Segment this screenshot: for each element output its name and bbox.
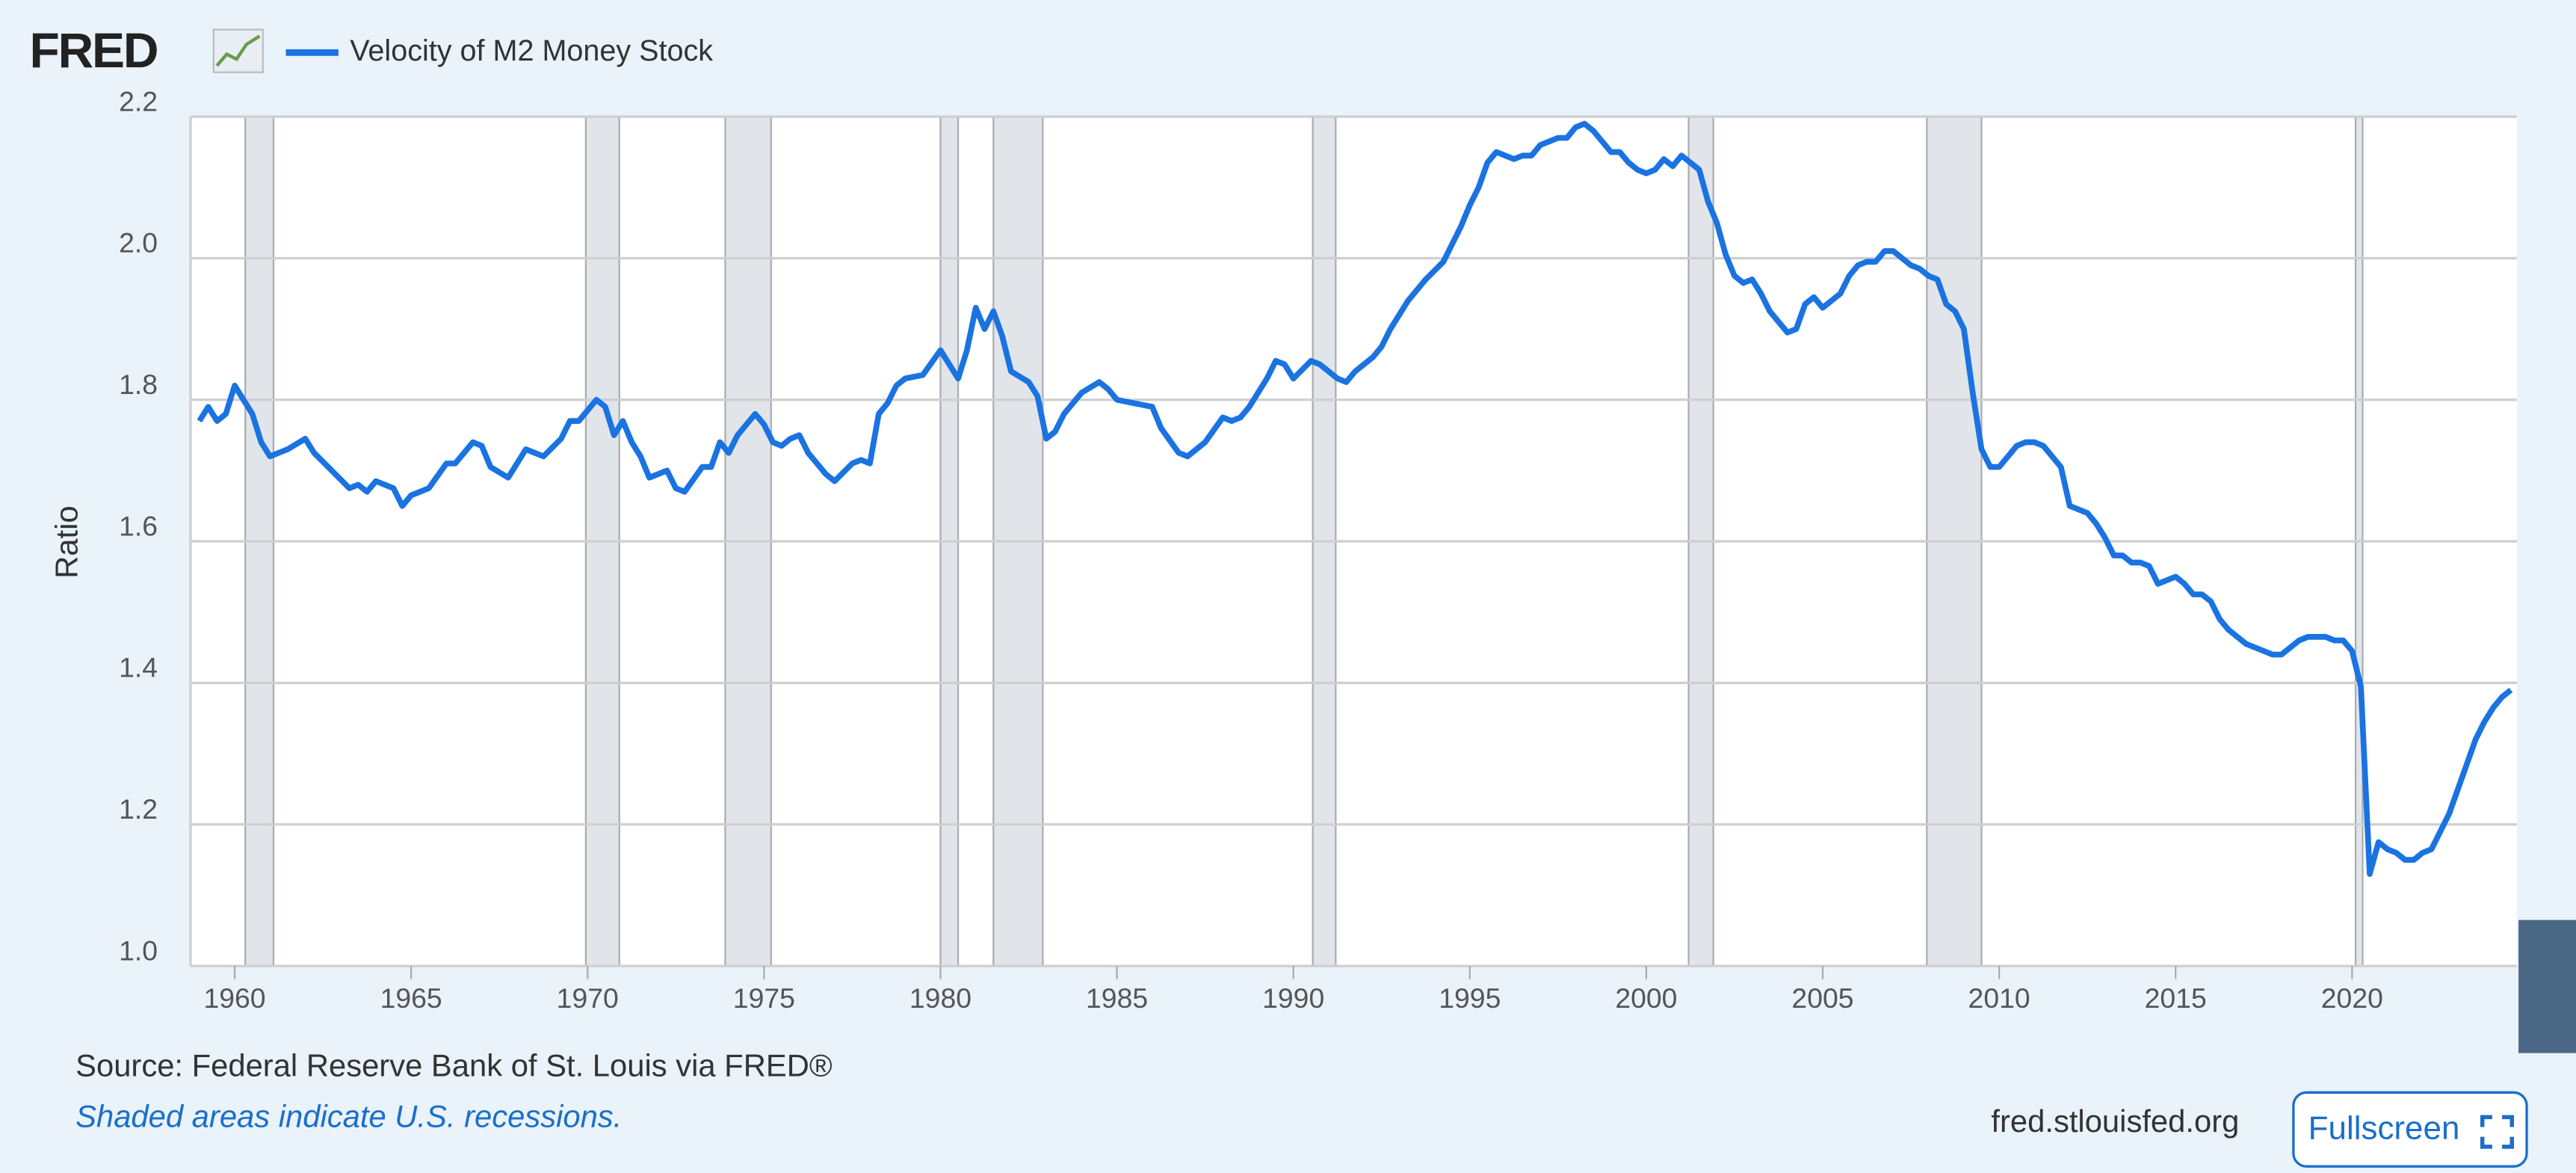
y-tick-label: 1.4 bbox=[119, 652, 158, 683]
button-icon[interactable] bbox=[2480, 1115, 2515, 1149]
y-tick-label: 1.6 bbox=[119, 510, 158, 541]
legend-label: Velocity of M2 Money Stock bbox=[350, 34, 713, 67]
recession-note: Shaded areas indicate U.S. recessions. bbox=[75, 1099, 622, 1134]
x-tick-label: 1970 bbox=[557, 982, 619, 1014]
x-tick-label: 1995 bbox=[1439, 982, 1501, 1014]
x-tick-label: 1975 bbox=[733, 982, 795, 1014]
y-tick-label: 2.2 bbox=[119, 85, 158, 117]
fullscreen-button[interactable]: Fullscreen bbox=[2292, 1091, 2528, 1168]
x-tick-label: 2010 bbox=[1968, 982, 2030, 1014]
x-tick-label: 1985 bbox=[1086, 982, 1148, 1014]
side-tab[interactable] bbox=[2518, 920, 2576, 1053]
logo-icon bbox=[212, 28, 264, 73]
y-axis-label: Ratio bbox=[49, 505, 84, 578]
y-tick-label: 1.2 bbox=[119, 793, 158, 825]
y-tick-label: 1.0 bbox=[119, 935, 158, 966]
x-tick-label: 2020 bbox=[2321, 982, 2383, 1014]
button-frame[interactable] bbox=[2292, 1091, 2528, 1168]
data-line bbox=[197, 120, 2513, 877]
x-tick-label: 2005 bbox=[1791, 982, 1853, 1014]
y-tick-label: 1.8 bbox=[119, 369, 158, 400]
x-tick-label: 2015 bbox=[2145, 982, 2207, 1014]
brand-logo: FRED bbox=[30, 22, 158, 78]
x-tick-label: 2000 bbox=[1615, 982, 1677, 1014]
x-tick-label: 1980 bbox=[909, 982, 972, 1014]
button-label[interactable]: Fullscreen bbox=[2308, 1109, 2460, 1146]
source: Source: Federal Reserve Bank of St. Loui… bbox=[75, 1047, 833, 1083]
x-tick-label: 1960 bbox=[203, 982, 265, 1014]
x-tick-label: 1965 bbox=[380, 982, 442, 1014]
y-tick-label: 2.0 bbox=[119, 227, 158, 259]
site-url: fred.stlouisfed.org bbox=[1991, 1103, 2239, 1139]
x-tick-label: 1990 bbox=[1262, 982, 1324, 1014]
